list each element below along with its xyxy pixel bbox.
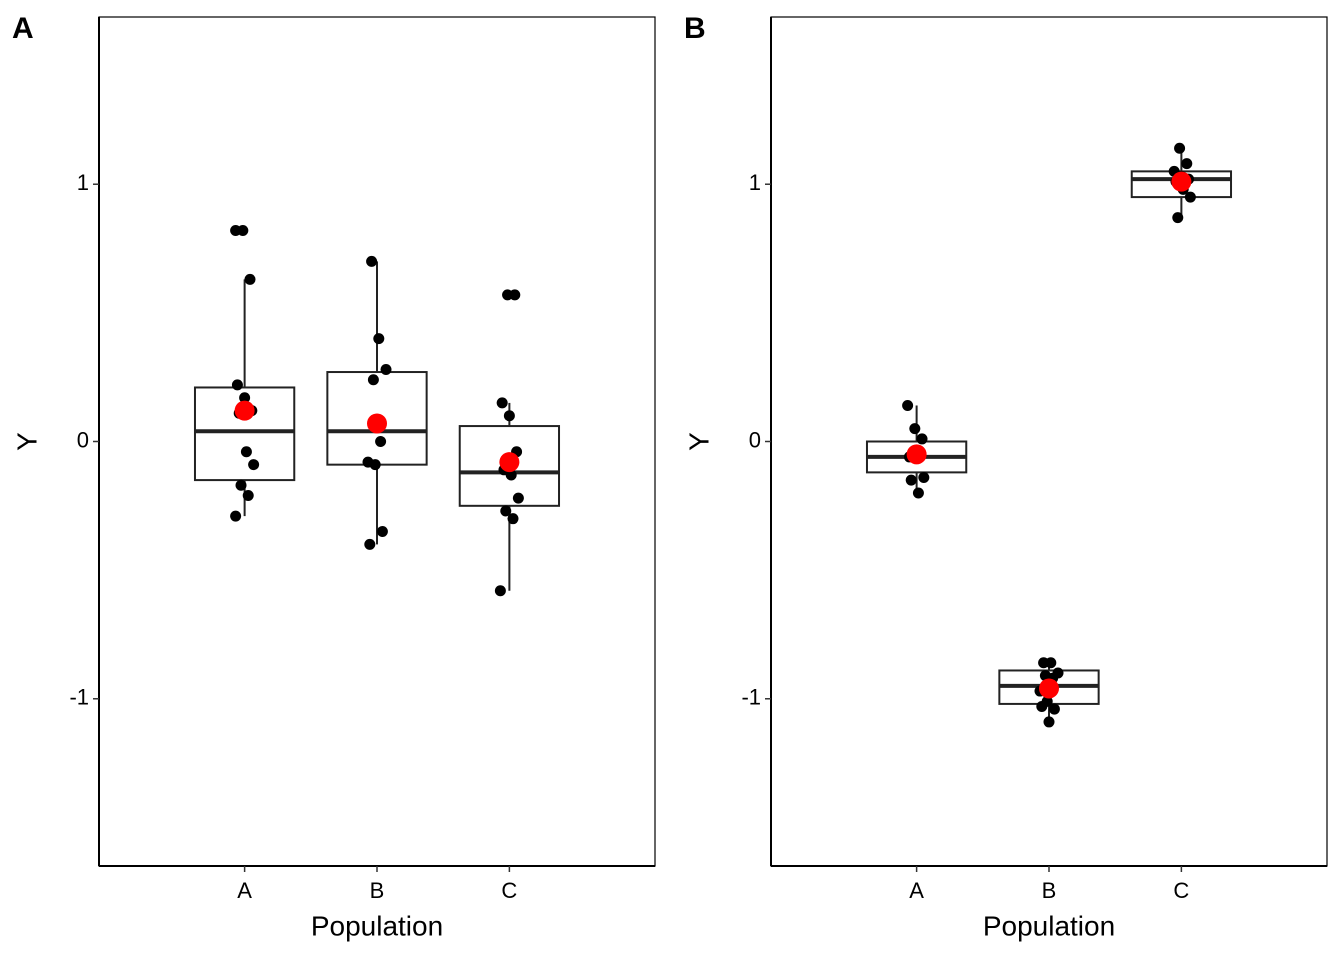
x-tick-label: A	[237, 878, 252, 903]
data-point	[366, 255, 378, 267]
plot-border	[770, 16, 1328, 867]
data-point	[1045, 657, 1057, 669]
data-point	[1181, 158, 1193, 170]
data-point	[507, 513, 519, 525]
x-tick-label: C	[1173, 878, 1189, 903]
y-tick-label: 0	[77, 427, 89, 452]
data-point	[373, 333, 385, 345]
data-point	[905, 474, 917, 486]
data-point	[500, 505, 512, 517]
data-point	[375, 436, 387, 447]
data-point	[912, 487, 924, 499]
y-tick-label: 1	[77, 170, 89, 195]
data-point	[240, 446, 252, 458]
data-point	[1048, 703, 1060, 715]
x-tick-label: A	[909, 878, 924, 903]
data-point	[1036, 700, 1048, 712]
data-point	[909, 423, 921, 435]
data-point	[367, 374, 379, 386]
data-point	[509, 289, 521, 301]
mean-point	[234, 400, 255, 421]
data-point	[902, 399, 914, 411]
data-point	[1184, 191, 1196, 203]
data-point	[505, 469, 517, 481]
y-tick-label: -1	[69, 685, 89, 710]
data-point	[1043, 716, 1055, 728]
x-tick-label: B	[1042, 878, 1057, 903]
data-point	[918, 472, 930, 484]
data-point	[512, 492, 524, 504]
data-point	[242, 490, 254, 502]
y-axis-label: Y	[11, 432, 42, 451]
data-point	[503, 410, 515, 422]
mean-point	[1039, 678, 1059, 699]
mean-point	[499, 452, 520, 473]
data-point	[231, 379, 243, 391]
data-point	[494, 585, 506, 597]
data-point	[496, 397, 508, 409]
y-axis-label: Y	[683, 432, 714, 451]
mean-point	[367, 413, 387, 434]
data-point	[364, 538, 376, 550]
data-point	[1174, 142, 1186, 154]
x-tick-label: C	[501, 878, 517, 903]
data-point	[230, 510, 242, 522]
data-point	[235, 479, 247, 491]
y-tick-label: 1	[749, 170, 761, 195]
data-point	[248, 459, 260, 471]
y-tick-label: -1	[741, 685, 761, 710]
x-axis-label: Population	[311, 910, 443, 941]
panel-tag: B	[684, 12, 706, 45]
x-axis-label: Population	[983, 910, 1115, 941]
mean-point	[906, 444, 927, 465]
data-point	[916, 433, 928, 445]
data-point	[237, 225, 249, 237]
box	[193, 386, 296, 482]
data-point	[239, 392, 251, 404]
data-point	[376, 526, 388, 538]
data-point	[1172, 212, 1184, 224]
y-tick-label: 0	[749, 427, 761, 452]
x-tick-label: B	[370, 878, 385, 903]
data-point	[369, 459, 381, 471]
mean-point	[1171, 171, 1192, 192]
data-point	[380, 363, 392, 375]
panel-tag: A	[12, 12, 34, 45]
data-point	[244, 273, 256, 285]
